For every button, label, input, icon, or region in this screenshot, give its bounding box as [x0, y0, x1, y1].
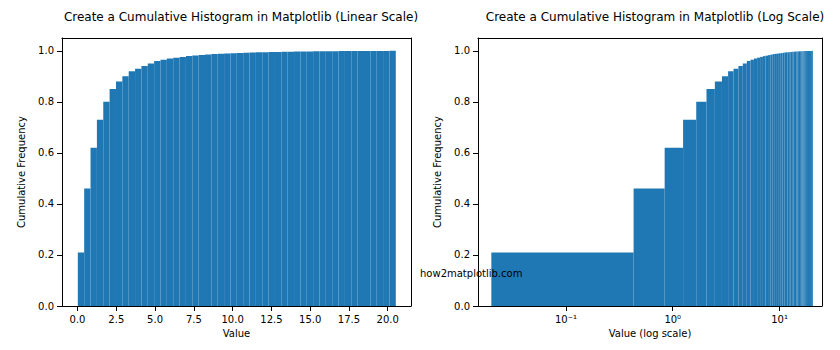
svg-text:1.0: 1.0 [454, 45, 470, 56]
svg-text:12.5: 12.5 [260, 314, 282, 325]
svg-text:0.6: 0.6 [38, 147, 54, 158]
svg-text:Value: Value [223, 328, 250, 339]
svg-text:0.8: 0.8 [38, 96, 54, 107]
svg-text:Create a Cumulative Histogram: Create a Cumulative Histogram in Matplot… [64, 10, 418, 24]
svg-text:0.4: 0.4 [454, 198, 470, 209]
svg-text:Create a Cumulative Histogram: Create a Cumulative Histogram in Matplot… [486, 10, 824, 24]
svg-text:0.0: 0.0 [454, 301, 470, 312]
svg-text:0.0: 0.0 [70, 314, 86, 325]
svg-text:0.2: 0.2 [38, 249, 54, 260]
svg-text:0.2: 0.2 [454, 249, 470, 260]
svg-text:1.0: 1.0 [38, 45, 54, 56]
svg-text:2.5: 2.5 [108, 314, 124, 325]
svg-text:Cumulative Frequency: Cumulative Frequency [16, 116, 27, 228]
svg-text:10¹: 10¹ [771, 314, 788, 325]
svg-text:0.0: 0.0 [38, 301, 54, 312]
svg-text:how2matplotlib.com: how2matplotlib.com [420, 268, 522, 279]
svg-text:0.8: 0.8 [454, 96, 470, 107]
svg-text:0.4: 0.4 [38, 198, 54, 209]
svg-text:17.5: 17.5 [338, 314, 360, 325]
svg-text:Cumulative Frequency: Cumulative Frequency [432, 116, 443, 228]
svg-text:0.6: 0.6 [454, 147, 470, 158]
svg-text:15.0: 15.0 [299, 314, 321, 325]
svg-text:10.0: 10.0 [221, 314, 243, 325]
svg-text:10⁰: 10⁰ [664, 314, 681, 325]
svg-text:Value (log scale): Value (log scale) [609, 328, 692, 339]
svg-text:10⁻¹: 10⁻¹ [555, 314, 577, 325]
svg-text:7.5: 7.5 [186, 314, 202, 325]
svg-text:20.0: 20.0 [377, 314, 399, 325]
svg-text:5.0: 5.0 [147, 314, 163, 325]
